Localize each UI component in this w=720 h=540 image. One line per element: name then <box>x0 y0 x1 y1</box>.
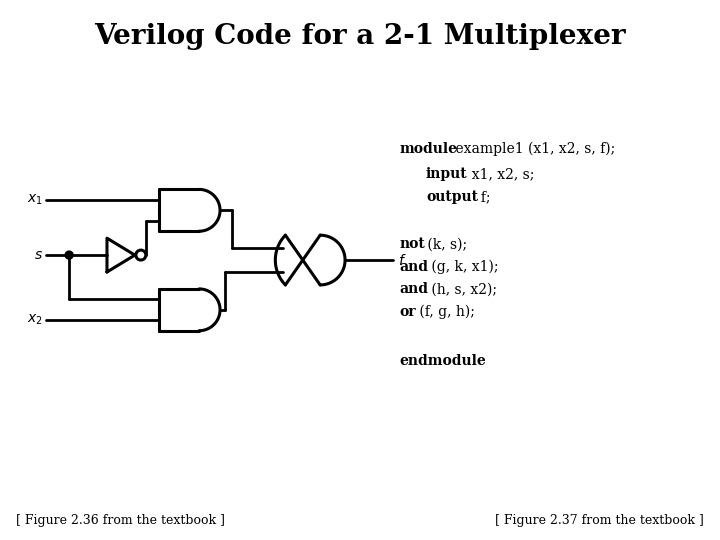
Text: output: output <box>426 190 478 204</box>
Text: [ Figure 2.36 from the textbook ]: [ Figure 2.36 from the textbook ] <box>17 514 225 526</box>
Text: and: and <box>400 282 428 296</box>
Circle shape <box>65 251 73 259</box>
Text: $x_2$: $x_2$ <box>27 313 43 327</box>
Text: $x_1$: $x_1$ <box>27 193 43 207</box>
Text: and: and <box>400 260 428 274</box>
Text: (g, k, x1);: (g, k, x1); <box>428 260 499 274</box>
Text: not: not <box>400 237 426 251</box>
Text: module: module <box>400 142 457 156</box>
Text: example1 (x1, x2, s, f);: example1 (x1, x2, s, f); <box>451 142 616 156</box>
Text: Verilog Code for a 2-1 Multiplexer: Verilog Code for a 2-1 Multiplexer <box>94 23 626 50</box>
Text: $f$: $f$ <box>398 253 407 267</box>
Text: input: input <box>426 167 467 181</box>
Text: or: or <box>400 305 416 319</box>
Text: (h, s, x2);: (h, s, x2); <box>428 282 498 296</box>
Text: [ Figure 2.37 from the textbook ]: [ Figure 2.37 from the textbook ] <box>495 514 703 526</box>
Text: x1, x2, s;: x1, x2, s; <box>463 167 534 181</box>
Text: (k, s);: (k, s); <box>423 237 467 251</box>
Text: f;: f; <box>472 190 490 204</box>
Text: $s$: $s$ <box>35 248 43 262</box>
Text: endmodule: endmodule <box>400 354 486 368</box>
Text: (f, g, h);: (f, g, h); <box>415 305 475 319</box>
